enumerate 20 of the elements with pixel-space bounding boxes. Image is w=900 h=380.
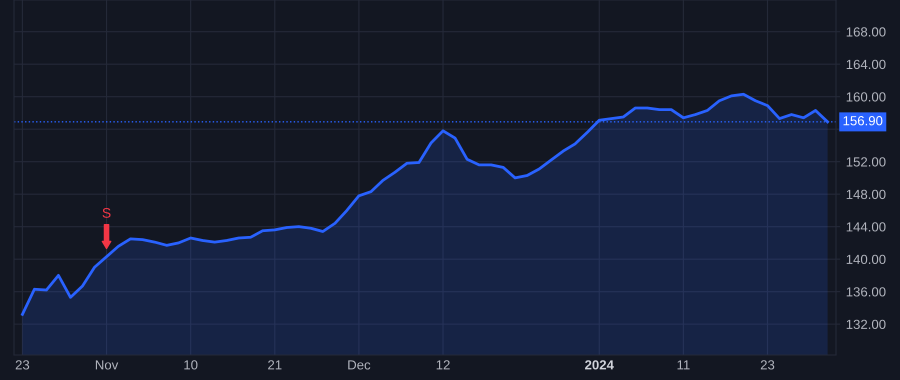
x-tick-label: 23: [16, 360, 30, 370]
x-tick-label: Dec: [348, 360, 370, 370]
annotation: S: [102, 208, 111, 218]
y-tick-label: 168.00: [846, 27, 886, 37]
y-tick-label: 140.00: [846, 254, 886, 264]
y-tick-label: 160.00: [846, 92, 886, 102]
x-tick-label: 10: [184, 360, 198, 370]
x-tick-label: 12: [436, 360, 450, 370]
x-tick-label: 21: [268, 360, 282, 370]
x-tick-label: 11: [678, 360, 690, 370]
y-tick-label: 144.00: [846, 222, 886, 232]
y-tick-label: 152.00: [846, 157, 886, 167]
x-tick-label: 23: [760, 360, 774, 370]
x-tick-label: 2024: [585, 360, 614, 370]
y-tick-label: 164.00: [846, 60, 886, 70]
y-tick-label: 148.00: [846, 190, 886, 200]
y-tick-label: 136.00: [846, 287, 886, 297]
ref-line-label: 156.90: [844, 116, 882, 126]
x-tick-label: Nov: [96, 360, 118, 370]
y-tick-label: 132.00: [846, 320, 886, 330]
